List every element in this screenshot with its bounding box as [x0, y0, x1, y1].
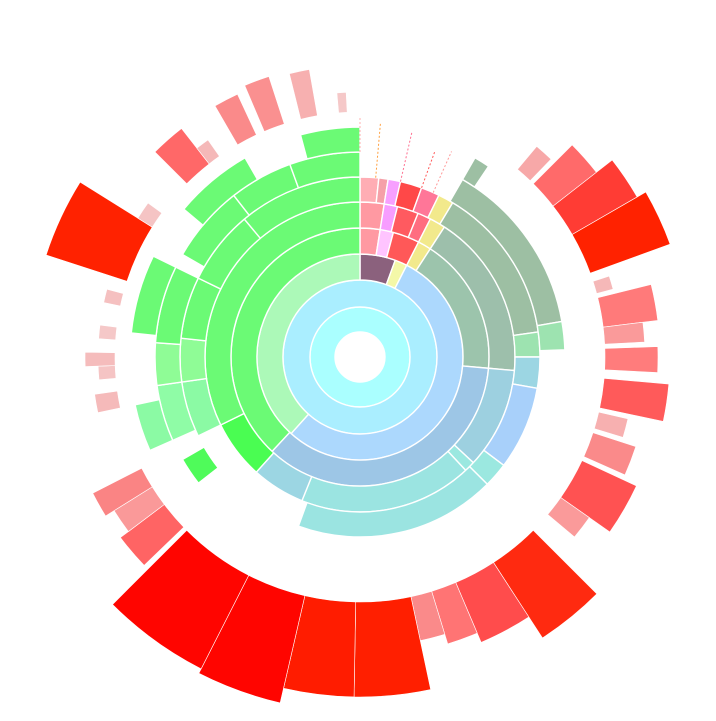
thin-leaf-segment: [432, 151, 452, 193]
outer-bars-segment[interactable]: [196, 139, 220, 165]
outer-bars-segment[interactable]: [103, 288, 124, 307]
level-6-segment[interactable]: [179, 337, 208, 383]
outer-bars-segment[interactable]: [84, 351, 116, 367]
level-8-segment[interactable]: [134, 398, 174, 452]
outer-bars-segment[interactable]: [593, 411, 629, 438]
level-8-segment[interactable]: [461, 156, 490, 189]
outer-bars-segment[interactable]: [94, 390, 121, 414]
outer-bars-segment[interactable]: [214, 93, 257, 146]
outer-bars-segment[interactable]: [336, 92, 348, 114]
outer-bars-segment[interactable]: [602, 321, 645, 345]
level-8-segment[interactable]: [130, 255, 177, 337]
level-7-segment[interactable]: [154, 341, 183, 387]
outer-bars-segment[interactable]: [517, 145, 552, 182]
threads-layer: [359, 117, 452, 193]
outer-bars-segment[interactable]: [97, 365, 117, 381]
level-6-segment[interactable]: [511, 356, 541, 390]
outer-bars-segment[interactable]: [592, 275, 614, 294]
outer-bars-segment[interactable]: [547, 497, 590, 538]
level-7-segment[interactable]: [536, 320, 566, 352]
level-6-segment[interactable]: [512, 331, 541, 358]
outer-bars-segment[interactable]: [45, 181, 153, 282]
outer-bars-segment[interactable]: [244, 76, 285, 132]
level-7-segment[interactable]: [181, 446, 220, 485]
rings-layer: [45, 69, 671, 704]
outer-bars-segment[interactable]: [98, 324, 118, 341]
outer-bars-segment[interactable]: [571, 191, 671, 274]
outer-bars-segment[interactable]: [154, 128, 210, 185]
outer-bars-segment[interactable]: [112, 529, 250, 670]
level-8-segment[interactable]: [182, 156, 259, 227]
outer-bars-segment[interactable]: [92, 467, 153, 517]
thin-leaf-segment: [421, 150, 436, 189]
level-2-segment[interactable]: [282, 279, 438, 435]
outer-bars-segment[interactable]: [583, 432, 637, 476]
outer-bars-segment[interactable]: [604, 346, 659, 373]
outer-bars-segment[interactable]: [599, 378, 670, 422]
thin-leaf-segment: [400, 132, 413, 182]
thin-leaf-segment: [375, 122, 381, 178]
level-6-segment[interactable]: [297, 465, 489, 538]
outer-bars-segment[interactable]: [137, 202, 163, 228]
outer-bars-segment[interactable]: [288, 69, 318, 120]
